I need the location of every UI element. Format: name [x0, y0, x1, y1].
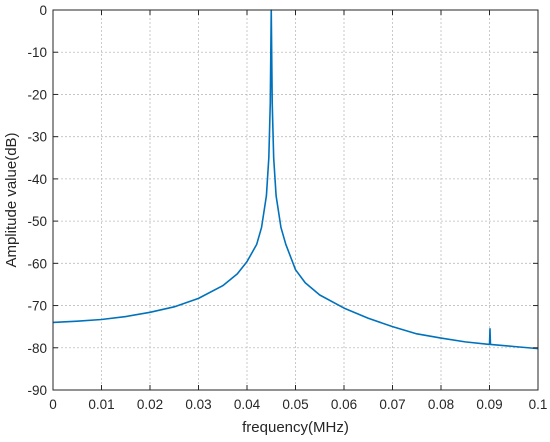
y-tick-label: -20 — [27, 87, 47, 102]
x-tick-label: 0.06 — [331, 397, 357, 412]
x-tick-label: 0.01 — [88, 397, 114, 412]
x-tick-label: 0.05 — [282, 397, 308, 412]
grid — [53, 10, 538, 390]
y-tick-label: -10 — [27, 45, 47, 60]
x-tick-label: 0.02 — [137, 397, 163, 412]
x-tick-label: 0.08 — [428, 397, 454, 412]
x-tick-label: 0 — [49, 397, 57, 412]
ticks — [52, 9, 539, 391]
x-tick-labels: 0 0.01 0.02 0.03 0.04 0.05 0.06 0.07 0.08 0.09 0.1 — [49, 397, 547, 412]
y-axis-label: Amplitude value(dB) — [3, 132, 20, 267]
x-axis-label: frequency(MHz) — [242, 419, 349, 436]
y-tick-label: -90 — [27, 383, 47, 398]
series-layer — [52, 9, 539, 350]
y-tick-label: -80 — [27, 341, 47, 356]
x-tick-label: 0.07 — [379, 397, 405, 412]
spectrum-line — [52, 9, 539, 350]
x-tick-label: 0.1 — [529, 397, 548, 412]
y-tick-label: -70 — [27, 299, 47, 314]
x-tick-label: 0.09 — [476, 397, 502, 412]
y-tick-label: -30 — [27, 130, 47, 145]
y-tick-labels: 0 -10 -20 -30 -40 -50 -60 -70 -80 -90 — [27, 3, 47, 398]
y-tick-label: 0 — [39, 3, 47, 18]
x-tick-label: 0.04 — [234, 397, 261, 412]
y-tick-label: -50 — [27, 214, 47, 229]
y-tick-label: -40 — [27, 172, 47, 187]
y-tick-label: -60 — [27, 256, 47, 271]
x-tick-label: 0.03 — [185, 397, 211, 412]
